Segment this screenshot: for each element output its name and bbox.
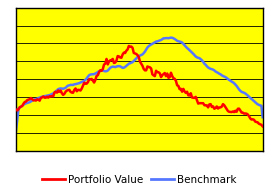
Legend: Portfolio Value, Benchmark: Portfolio Value, Benchmark [38, 171, 241, 189]
